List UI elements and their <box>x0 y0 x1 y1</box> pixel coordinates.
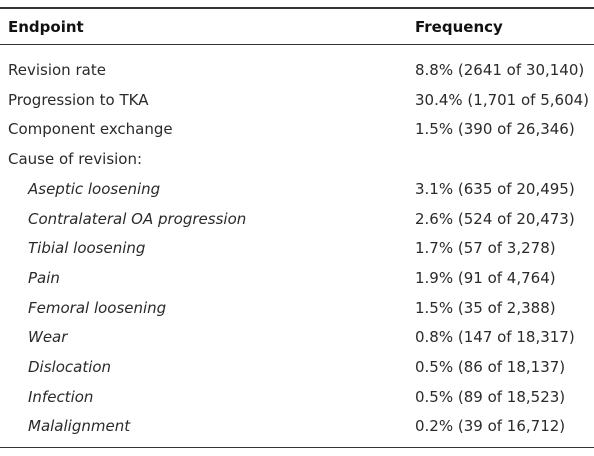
frequency-cell: 3.1% (635 of 20,495) <box>415 179 575 198</box>
cause-cell: Pain <box>28 268 60 287</box>
cause-cell: Contralateral OA progression <box>28 209 247 228</box>
frequency-cell: 2.6% (524 of 20,473) <box>415 209 575 228</box>
frequency-cell: 1.9% (91 of 4,764) <box>415 268 556 287</box>
cause-cell: Infection <box>28 387 94 406</box>
frequency-cell: 1.7% (57 of 3,278) <box>415 239 556 258</box>
frequency-cell: 30.4% (1,701 of 5,604) <box>415 90 590 109</box>
frequency-cell: 0.5% (89 of 18,523) <box>415 387 566 406</box>
frequency-cell: 0.8% (147 of 18,317) <box>415 328 575 347</box>
frequency-cell: 8.8% (2641 of 30,140) <box>415 61 585 79</box>
cause-cell: Femoral loosening <box>28 298 167 317</box>
header-cell: Endpoint <box>8 18 84 36</box>
cause-cell: Tibial loosening <box>28 239 146 258</box>
cause-cell: Wear <box>28 328 68 347</box>
header-cell: Frequency <box>415 18 503 36</box>
header-rule <box>0 44 594 45</box>
bottom-rule <box>0 447 594 448</box>
cause-cell: Aseptic loosening <box>28 179 161 198</box>
frequency-cell: 1.5% (35 of 2,388) <box>415 298 556 317</box>
top-rule <box>0 7 594 9</box>
cause-cell: Dislocation <box>28 358 112 376</box>
group-label: Cause of revision: <box>8 150 143 169</box>
frequency-cell: 0.5% (86 of 18,137) <box>415 358 566 376</box>
endpoint-cell: Component exchange <box>8 120 173 139</box>
cause-cell: Malalignment <box>28 417 131 436</box>
endpoint-cell: Progression to TKA <box>8 90 149 109</box>
endpoint-cell: Revision rate <box>8 61 106 79</box>
frequency-cell: 0.2% (39 of 16,712) <box>415 417 566 436</box>
frequency-cell: 1.5% (390 of 26,346) <box>415 120 575 139</box>
